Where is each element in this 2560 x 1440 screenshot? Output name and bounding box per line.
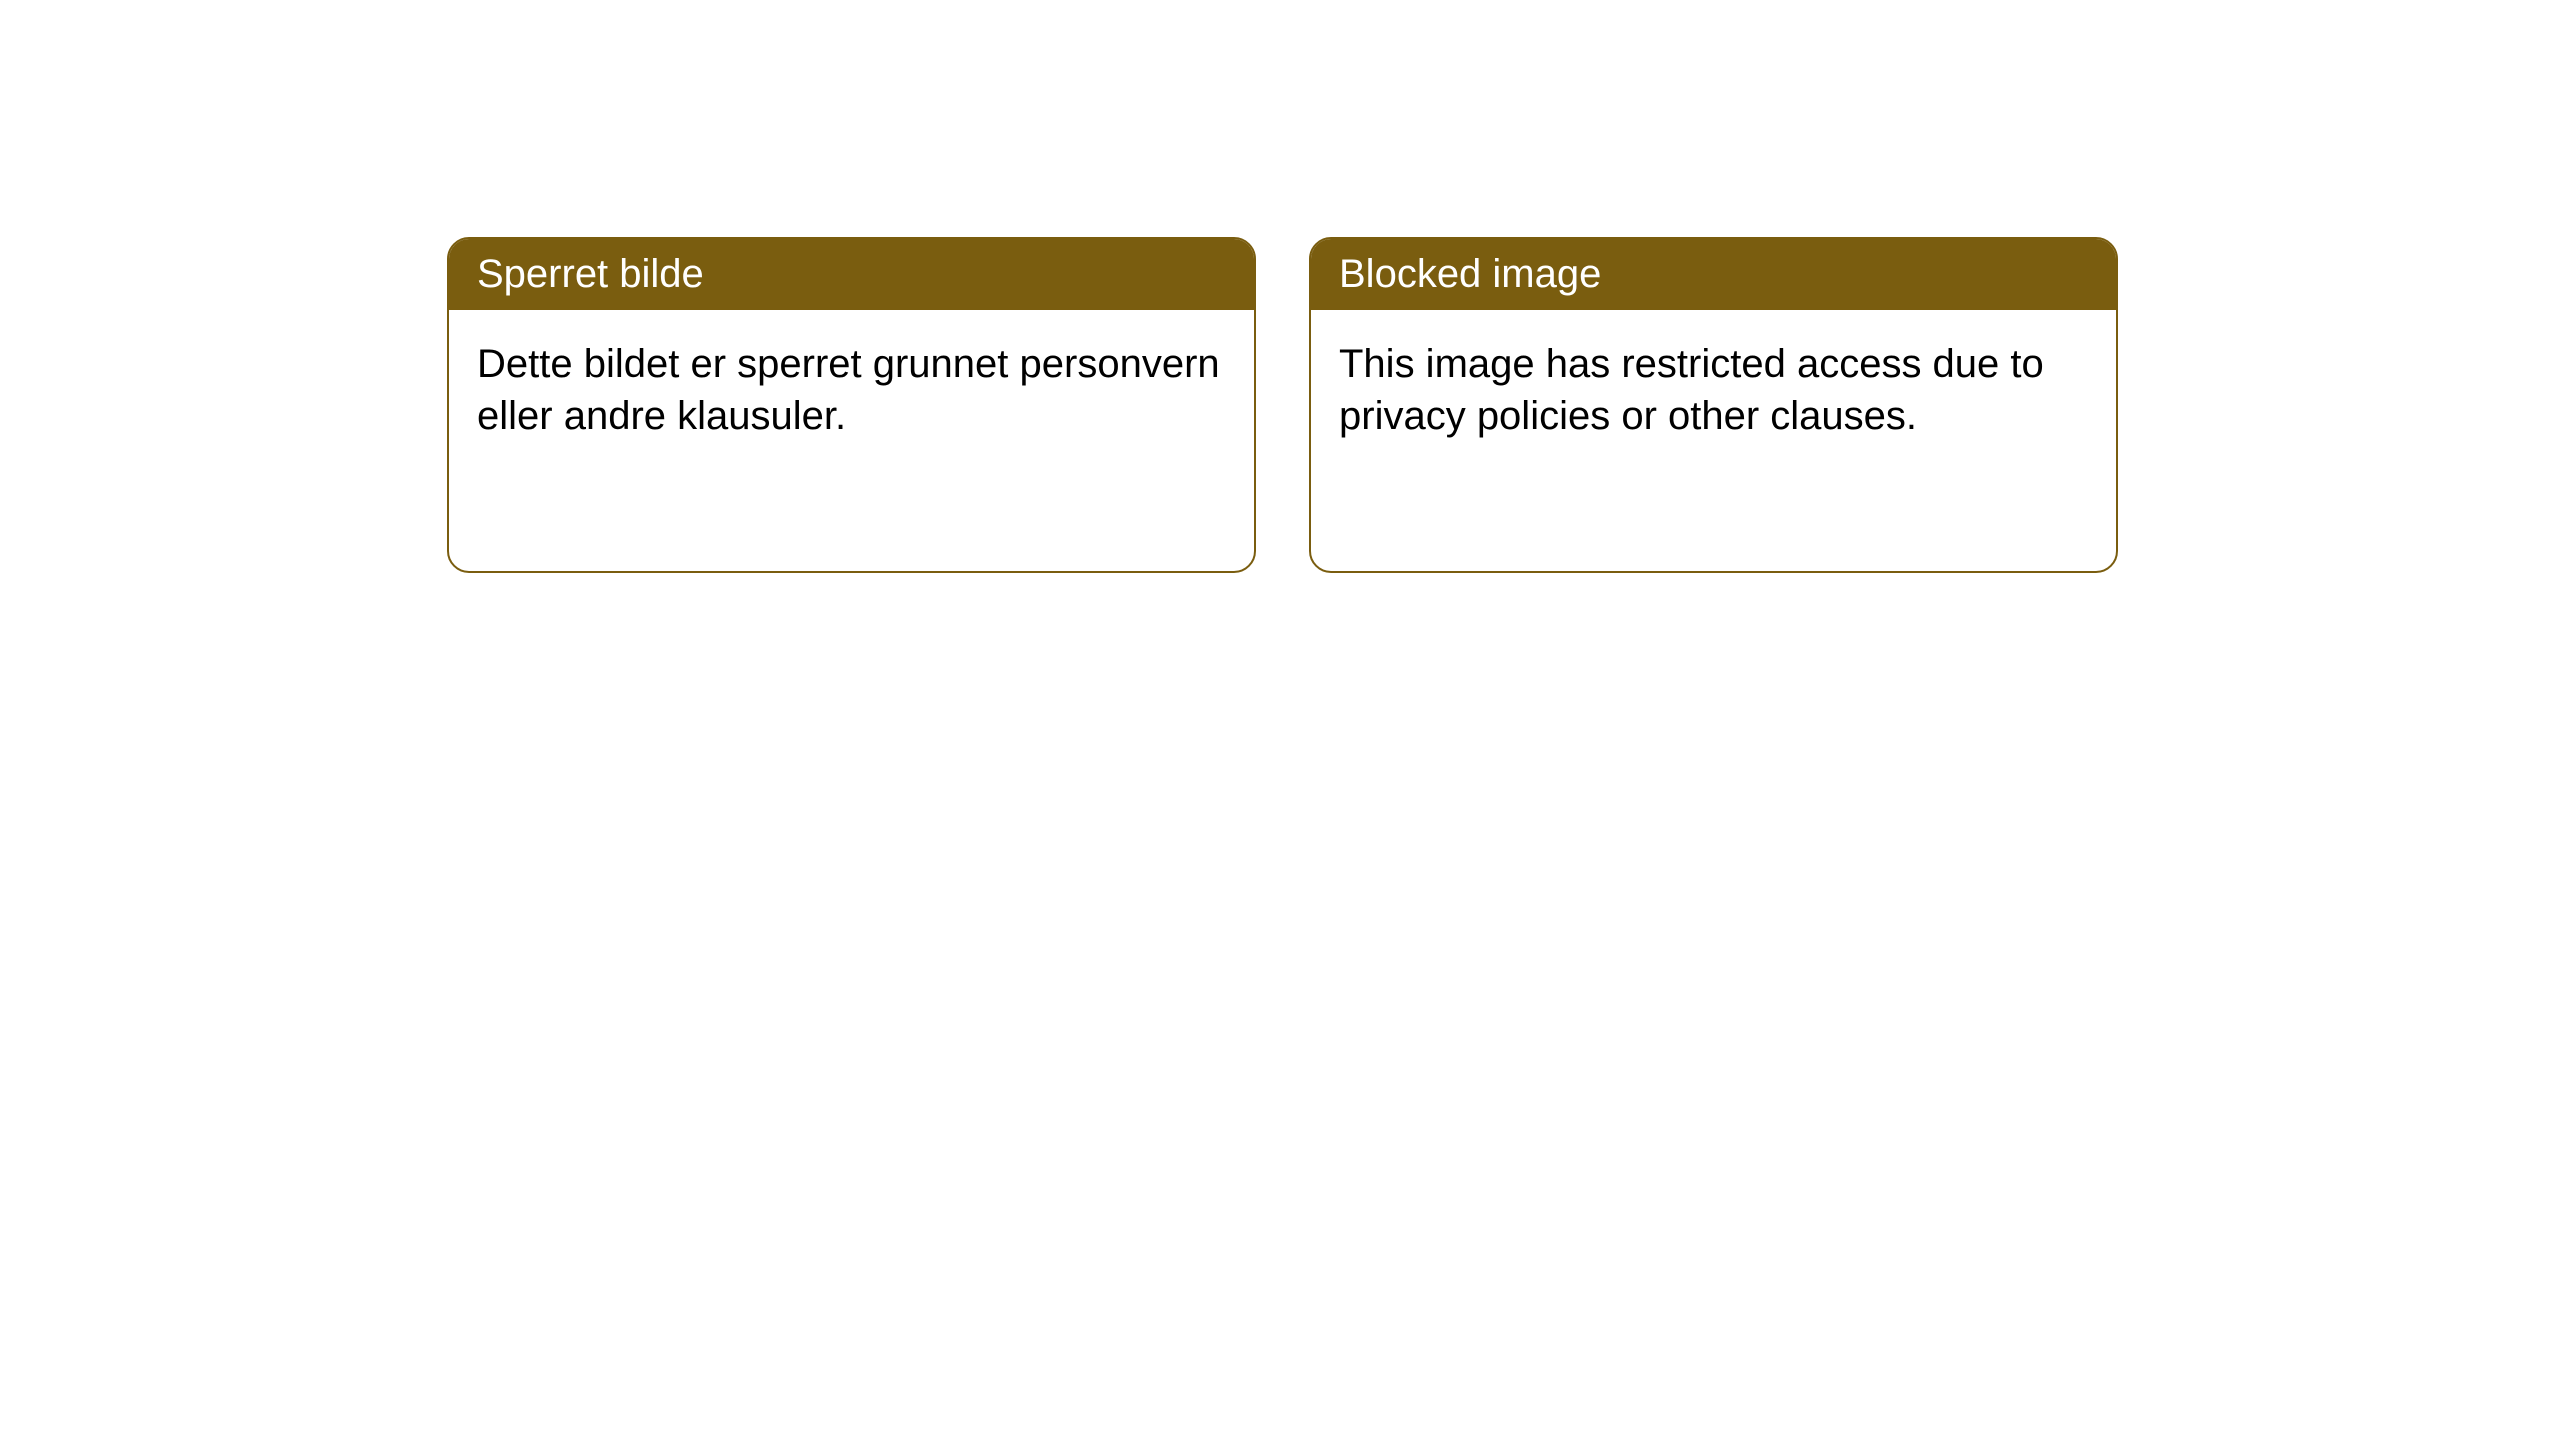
- notice-body: This image has restricted access due to …: [1311, 310, 2116, 470]
- notice-card-norwegian: Sperret bilde Dette bildet er sperret gr…: [447, 237, 1256, 573]
- notice-card-english: Blocked image This image has restricted …: [1309, 237, 2118, 573]
- notice-body: Dette bildet er sperret grunnet personve…: [449, 310, 1254, 470]
- notice-header: Blocked image: [1311, 239, 2116, 310]
- notice-header: Sperret bilde: [449, 239, 1254, 310]
- notice-container: Sperret bilde Dette bildet er sperret gr…: [0, 0, 2560, 573]
